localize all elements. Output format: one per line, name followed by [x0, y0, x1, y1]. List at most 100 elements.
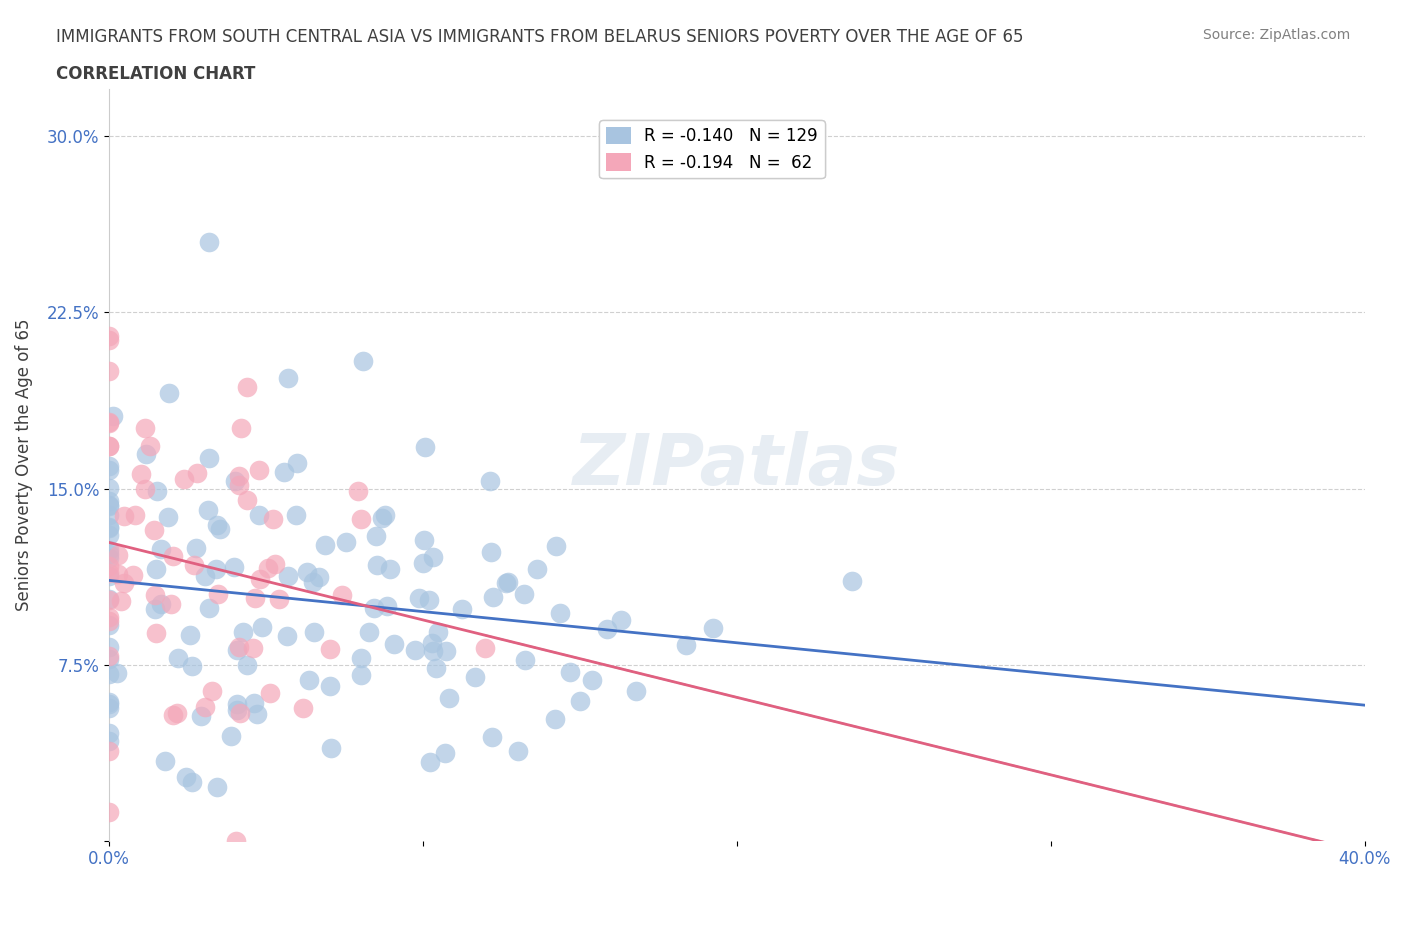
Point — [371, 511, 394, 525]
Point — [205, 562, 228, 577]
Point — [98, 667, 121, 682]
Point — [98, 649, 121, 664]
Point — [264, 556, 287, 571]
Point — [526, 561, 548, 576]
Point — [242, 641, 264, 656]
Point — [124, 508, 146, 523]
Point — [162, 549, 184, 564]
Point — [98, 695, 121, 710]
Point — [481, 589, 503, 604]
Point — [249, 462, 271, 477]
Point — [581, 672, 603, 687]
Point — [197, 234, 219, 249]
Point — [273, 465, 295, 480]
Point — [166, 651, 188, 666]
Point — [228, 640, 250, 655]
Point — [98, 498, 121, 512]
Point — [569, 693, 592, 708]
Point — [427, 624, 450, 639]
Point — [422, 550, 444, 565]
Point — [439, 691, 461, 706]
Point — [229, 706, 252, 721]
Point — [319, 679, 342, 694]
Point — [110, 593, 132, 608]
Point — [243, 696, 266, 711]
Point — [103, 408, 125, 423]
Point — [544, 538, 567, 553]
Point — [145, 625, 167, 640]
Point — [98, 614, 121, 629]
Point — [143, 587, 166, 602]
Point — [98, 519, 121, 534]
Point — [145, 561, 167, 576]
Point — [245, 591, 267, 605]
Point — [276, 629, 298, 644]
Point — [197, 601, 219, 616]
Point — [350, 650, 373, 665]
Point — [224, 474, 246, 489]
Point — [481, 730, 503, 745]
Point — [259, 685, 281, 700]
Point — [404, 642, 426, 657]
Point — [474, 640, 496, 655]
Point — [513, 652, 536, 667]
Point — [146, 484, 169, 498]
Point — [98, 734, 121, 749]
Point — [319, 641, 342, 656]
Point — [225, 697, 247, 711]
Point — [560, 664, 582, 679]
Point — [98, 332, 121, 347]
Point — [228, 469, 250, 484]
Point — [302, 625, 325, 640]
Point — [98, 542, 121, 557]
Point — [209, 522, 232, 537]
Point — [156, 510, 179, 525]
Point — [378, 562, 401, 577]
Point — [335, 535, 357, 550]
Point — [201, 684, 224, 698]
Point — [98, 458, 121, 473]
Point — [513, 586, 536, 601]
Point — [149, 541, 172, 556]
Text: ZIPatlas: ZIPatlas — [574, 431, 901, 499]
Point — [363, 601, 385, 616]
Point — [207, 779, 229, 794]
Point — [262, 512, 284, 526]
Point — [190, 709, 212, 724]
Point — [496, 575, 519, 590]
Point — [495, 576, 517, 591]
Point — [308, 570, 330, 585]
Point — [434, 643, 457, 658]
Point — [350, 668, 373, 683]
Point — [98, 328, 121, 343]
Point — [277, 568, 299, 583]
Point — [464, 670, 486, 684]
Point — [433, 746, 456, 761]
Point — [98, 364, 121, 379]
Point — [98, 493, 121, 508]
Legend: R = -0.140   N = 129, R = -0.194   N =  62: R = -0.140 N = 129, R = -0.194 N = 62 — [599, 120, 824, 179]
Point — [412, 555, 434, 570]
Point — [98, 546, 121, 561]
Point — [98, 499, 121, 514]
Point — [107, 566, 129, 581]
Point — [225, 833, 247, 848]
Point — [150, 596, 173, 611]
Point — [236, 379, 259, 394]
Point — [298, 672, 321, 687]
Point — [98, 439, 121, 454]
Point — [219, 728, 242, 743]
Point — [186, 465, 208, 480]
Text: IMMIGRANTS FROM SOUTH CENTRAL ASIA VS IMMIGRANTS FROM BELARUS SENIORS POVERTY OV: IMMIGRANTS FROM SOUTH CENTRAL ASIA VS IM… — [56, 28, 1024, 46]
Point — [194, 699, 217, 714]
Point — [292, 700, 315, 715]
Point — [173, 472, 195, 486]
Point — [98, 639, 121, 654]
Point — [105, 665, 128, 680]
Point — [98, 591, 121, 606]
Point — [159, 596, 181, 611]
Point — [112, 576, 135, 591]
Point — [250, 620, 273, 635]
Point — [418, 592, 440, 607]
Point — [122, 568, 145, 583]
